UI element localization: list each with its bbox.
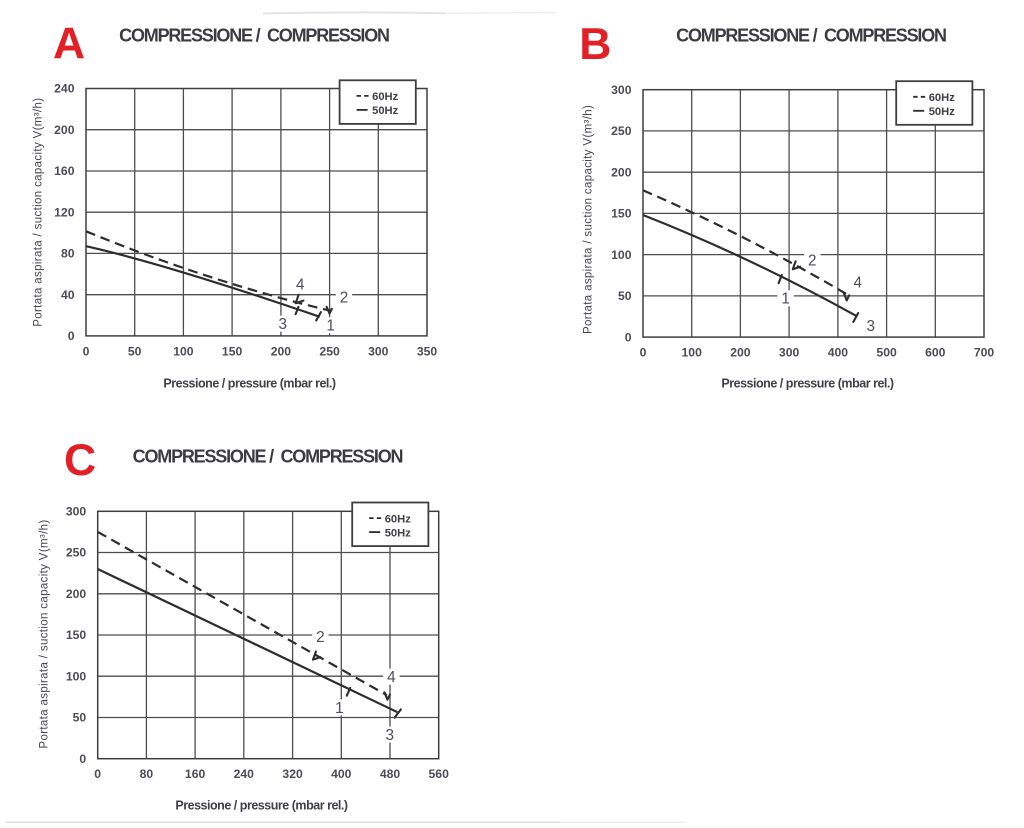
svg-text:560: 560 [429,767,450,781]
svg-text:0: 0 [640,346,647,360]
svg-text:160: 160 [54,164,75,178]
svg-text:50Hz: 50Hz [385,527,412,539]
svg-text:4: 4 [387,669,396,686]
svg-text:C: C [64,436,96,485]
svg-text:3: 3 [866,318,875,335]
svg-text:A: A [53,20,85,69]
svg-text:600: 600 [925,346,946,360]
svg-text:Portata aspirata / suction cap: Portata aspirata / suction capacity V(m³… [33,98,45,327]
svg-text:1: 1 [326,318,335,335]
svg-text:240: 240 [234,767,255,781]
svg-text:100: 100 [66,669,87,683]
svg-text:Pressione / pressure (mbar rel: Pressione / pressure (mbar rel.) [721,377,894,391]
svg-text:2: 2 [316,629,325,646]
svg-text:300: 300 [368,344,389,358]
svg-text:200: 200 [54,123,75,137]
svg-text:0: 0 [68,329,75,343]
svg-text:50Hz: 50Hz [372,105,399,117]
svg-text:40: 40 [61,288,75,302]
svg-text:50Hz: 50Hz [929,106,956,118]
svg-text:250: 250 [611,124,632,138]
svg-text:COMPRESSIONE / COMPRESSION: COMPRESSIONE / COMPRESSION [133,446,403,466]
svg-text:100: 100 [173,344,194,358]
svg-text:200: 200 [611,165,632,179]
svg-text:200: 200 [271,344,292,358]
svg-text:Pressione / pressure (mbar rel: Pressione / pressure (mbar rel.) [163,377,336,391]
svg-text:300: 300 [66,505,87,519]
svg-text:300: 300 [611,83,632,97]
svg-text:150: 150 [66,628,87,642]
svg-text:1: 1 [335,700,344,717]
svg-text:0: 0 [79,752,86,766]
svg-text:50: 50 [73,711,87,725]
svg-text:1: 1 [781,291,790,308]
svg-text:Portata aspirata / suction cap: Portata aspirata / suction capacity V(m³… [39,519,51,748]
svg-text:3: 3 [386,727,395,744]
svg-text:60Hz: 60Hz [372,91,399,103]
svg-text:160: 160 [185,767,206,781]
svg-text:150: 150 [222,344,243,358]
svg-text:500: 500 [876,346,897,360]
svg-text:200: 200 [730,346,751,360]
svg-text:250: 250 [319,344,340,358]
svg-text:0: 0 [94,767,101,781]
svg-text:480: 480 [380,767,401,781]
svg-text:50: 50 [128,344,142,358]
svg-text:240: 240 [54,82,75,96]
svg-text:80: 80 [140,767,154,781]
svg-text:400: 400 [331,767,352,781]
svg-text:2: 2 [808,253,817,270]
svg-text:60Hz: 60Hz [385,513,412,525]
svg-text:120: 120 [54,205,75,219]
svg-text:2: 2 [340,289,349,306]
svg-text:100: 100 [611,248,632,262]
svg-text:100: 100 [682,346,703,360]
svg-text:350: 350 [417,344,438,358]
svg-text:300: 300 [779,346,800,360]
svg-text:400: 400 [828,346,849,360]
svg-text:4: 4 [854,275,863,292]
svg-text:COMPRESSIONE / COMPRESSION: COMPRESSIONE / COMPRESSION [676,26,946,46]
svg-text:0: 0 [625,330,632,344]
svg-text:320: 320 [282,767,303,781]
svg-text:50: 50 [618,289,632,303]
svg-text:60Hz: 60Hz [929,92,956,104]
svg-text:150: 150 [611,207,632,221]
svg-text:250: 250 [66,546,87,560]
svg-text:700: 700 [974,346,995,360]
svg-text:COMPRESSIONE / COMPRESSION: COMPRESSIONE / COMPRESSION [119,26,389,46]
svg-text:200: 200 [66,587,87,601]
svg-text:3: 3 [278,316,287,333]
svg-text:Portata aspirata / suction cap: Portata aspirata / suction capacity V(m³… [582,105,594,334]
svg-text:B: B [579,20,611,69]
svg-text:0: 0 [83,344,90,358]
svg-text:4: 4 [296,277,305,294]
svg-text:80: 80 [61,247,75,261]
svg-text:Pressione / pressure (mbar rel: Pressione / pressure (mbar rel.) [175,799,348,813]
